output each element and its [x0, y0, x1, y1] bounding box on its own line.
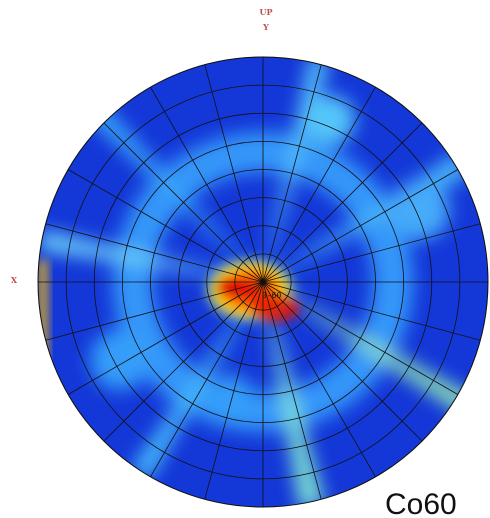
grid-spoke — [262, 281, 481, 341]
grid-spoke — [150, 281, 264, 478]
grid-spoke — [262, 223, 481, 283]
grid-spoke — [67, 169, 264, 283]
grid-spoke — [262, 169, 459, 283]
polar-grid — [38, 57, 488, 507]
grid-spoke — [262, 122, 423, 283]
grid-spoke — [103, 281, 264, 442]
grid-spoke — [262, 64, 322, 283]
grid-spoke — [262, 281, 423, 442]
grid-spoke — [45, 281, 264, 341]
source-label: Co60 — [385, 488, 457, 518]
grid-spoke — [45, 223, 264, 283]
grid-spoke — [262, 86, 376, 283]
up-label: UP — [260, 7, 273, 17]
map-border — [37, 56, 489, 508]
x-label: X — [11, 275, 18, 285]
grid-spoke — [262, 281, 376, 478]
grid-spoke — [262, 281, 322, 500]
center-label: 0-60 — [262, 291, 281, 300]
grid-spoke — [204, 281, 264, 500]
grid-spoke — [103, 122, 264, 283]
grid-spoke — [262, 281, 459, 395]
grid-spoke — [67, 281, 264, 395]
grid-spoke — [150, 86, 264, 283]
y-label: Y — [262, 22, 269, 32]
grid-spoke — [204, 64, 264, 283]
